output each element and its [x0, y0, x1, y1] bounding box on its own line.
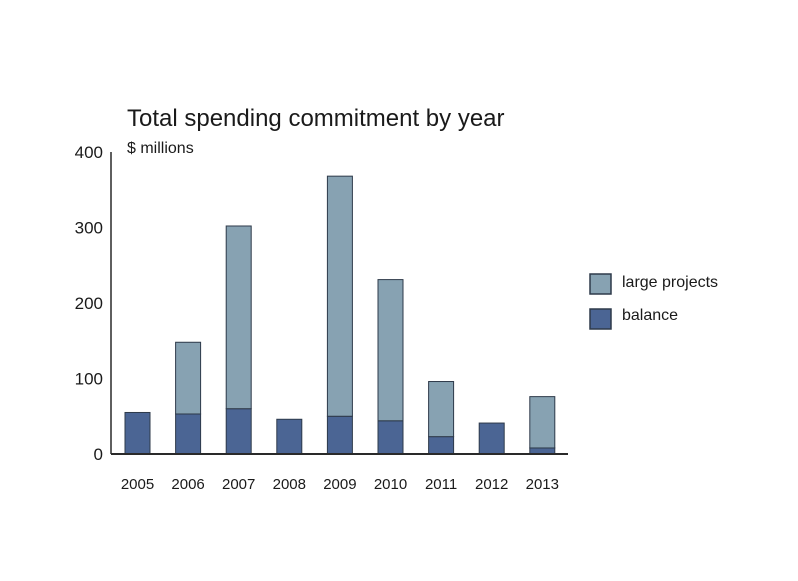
y-tick-label: 100 [75, 370, 103, 389]
legend-label-balance: balance [622, 307, 678, 324]
x-tick-label: 2007 [222, 476, 255, 493]
bar-balance-2010 [377, 420, 404, 455]
bar-large-projects-2007 [225, 225, 252, 410]
x-axis-ticks: 2005 2006 2007 2008 2009 2010 2011 2012 2013 [121, 476, 559, 493]
y-tick-label: 0 [94, 445, 103, 464]
bar-large-projects-2006 [175, 341, 202, 415]
bar-balance-2007 [225, 408, 252, 455]
bar-balance-2011 [428, 436, 455, 455]
bar-balance-2006 [175, 413, 202, 455]
y-tick-label: 400 [75, 143, 103, 162]
bar-large-projects-2011 [428, 381, 455, 438]
x-tick-label: 2013 [526, 476, 559, 493]
y-tick-label: 300 [75, 219, 103, 238]
x-tick-label: 2009 [323, 476, 356, 493]
bar-large-projects-2009 [326, 175, 353, 417]
x-tick-label: 2012 [475, 476, 508, 493]
chart-title: Total spending commitment by year [127, 105, 505, 132]
bar-balance-2009 [326, 415, 353, 455]
y-axis-ticks: 0 100 200 300 400 [75, 143, 103, 464]
legend-swatch-large-projects [589, 273, 612, 295]
x-tick-label: 2005 [121, 476, 154, 493]
x-tick-label: 2006 [171, 476, 204, 493]
chart-subtitle: $ millions [127, 140, 194, 157]
bar-balance-2008 [276, 418, 303, 455]
x-tick-label: 2010 [374, 476, 407, 493]
legend: large projects balance [589, 273, 718, 330]
bar-large-projects-2010 [377, 279, 404, 422]
bar-balance-2005 [124, 411, 151, 455]
bars-group [124, 175, 556, 455]
bar-large-projects-2013 [529, 396, 556, 449]
x-tick-label: 2011 [425, 476, 457, 493]
legend-swatch-balance [589, 308, 612, 330]
y-tick-label: 200 [75, 294, 103, 313]
legend-label-large-projects: large projects [622, 274, 718, 291]
x-tick-label: 2008 [273, 476, 306, 493]
bar-balance-2012 [478, 422, 505, 455]
